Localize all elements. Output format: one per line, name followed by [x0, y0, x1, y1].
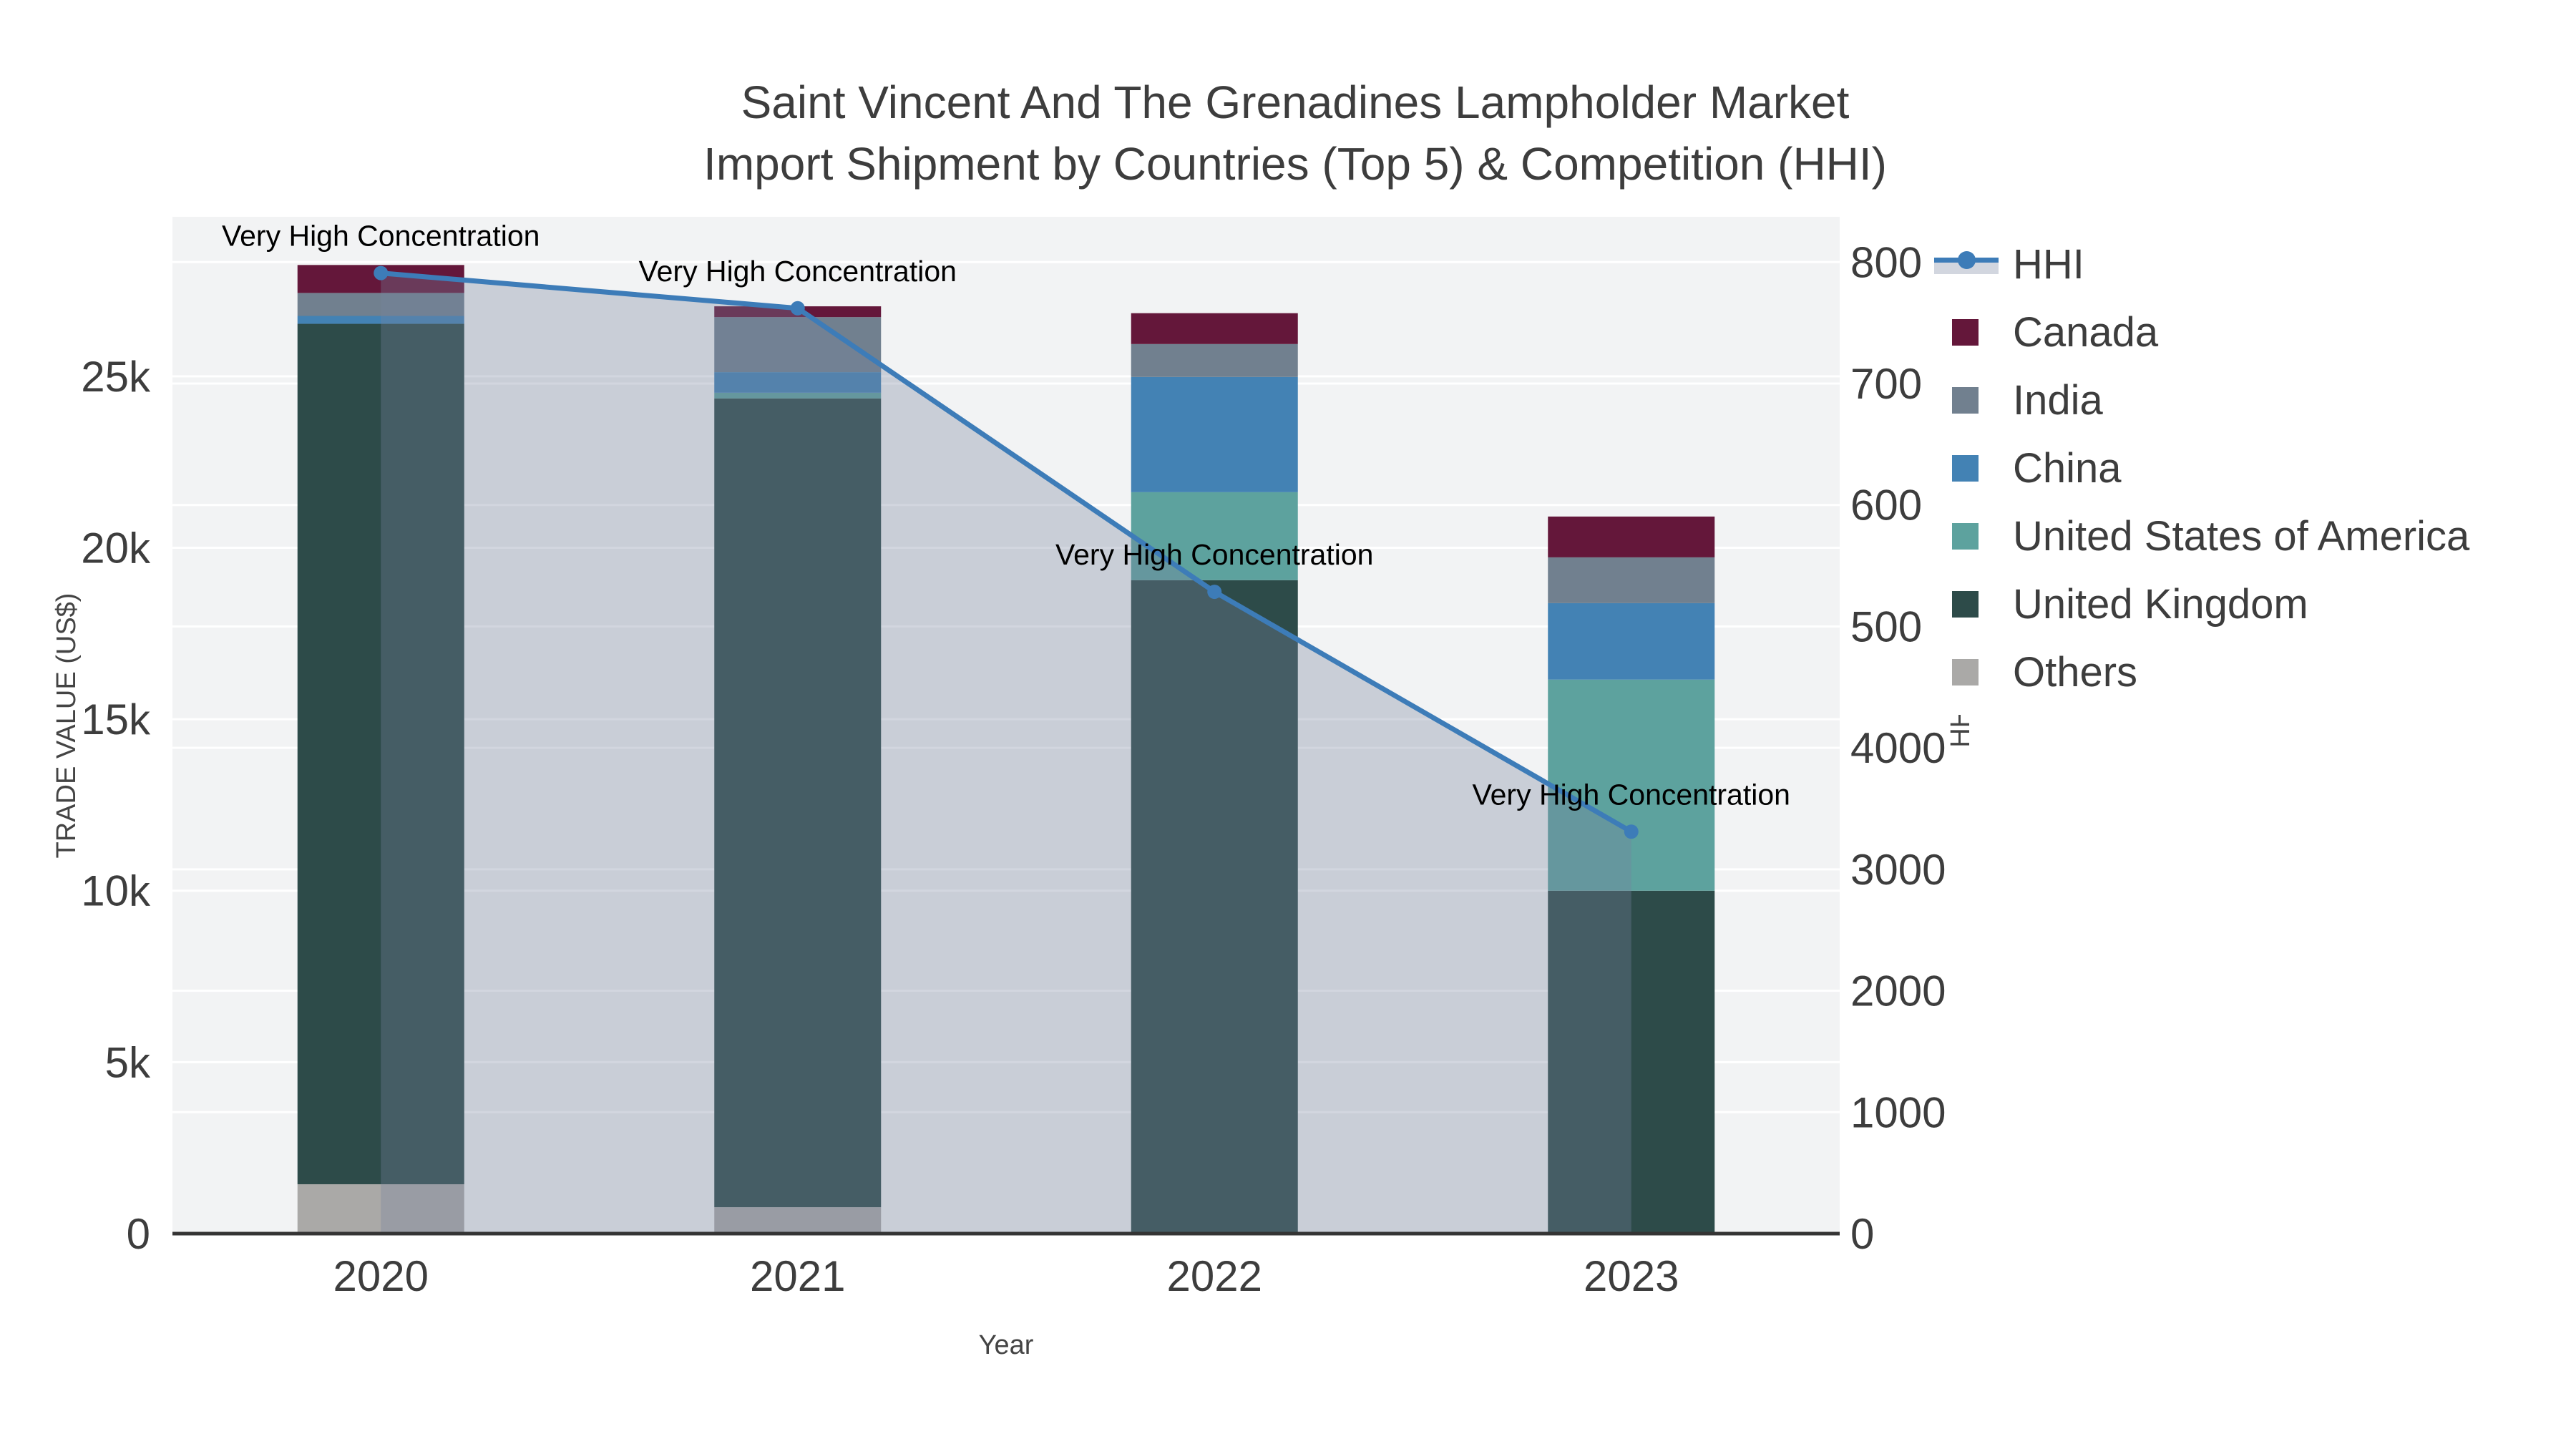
legend-swatch-united-states-of-america — [1923, 502, 2013, 570]
y-left-tick-25k: 25k — [81, 353, 151, 401]
legend: HHI Canada India China United States of Amer… — [1923, 228, 2553, 715]
legend-swatch-others — [1923, 638, 2013, 706]
bar-2022-india — [1131, 343, 1298, 377]
legend-label-hhi: HHI — [2013, 241, 2084, 288]
legend-hhi-line-icon — [1923, 230, 2013, 298]
y-left-tick-10k: 10k — [81, 867, 151, 915]
bar-2023-china — [1548, 602, 1715, 680]
x-tick-2021: 2021 — [750, 1252, 845, 1300]
y-left-tick-20k: 20k — [81, 524, 151, 572]
bar-2023-india — [1548, 557, 1715, 603]
legend-label-united-states-of-america: United States of America — [2013, 513, 2470, 560]
hhi-line — [380, 270, 1633, 834]
legend-label-others: Others — [2013, 649, 2138, 696]
legend-swatch-united-kingdom — [1923, 570, 2013, 638]
legend-item-united-kingdom[interactable]: United Kingdom — [1923, 570, 2553, 638]
y-left-tick-0: 0 — [127, 1210, 150, 1258]
square-swatch-icon — [1952, 659, 1979, 686]
bar-2022-china — [1131, 376, 1298, 492]
annotation-2021: Very High Concentration — [639, 255, 957, 288]
bar-2020-china — [297, 316, 464, 324]
y-right-tick-1000: 1000 — [1850, 1088, 1946, 1136]
y-left-tick-5k: 5k — [105, 1038, 151, 1086]
legend-label-china: China — [2013, 445, 2122, 492]
legend-label-united-kingdom: United Kingdom — [2013, 581, 2308, 628]
bar-2020-india — [297, 293, 464, 316]
legend-item-india[interactable]: India — [1923, 366, 2553, 434]
x-tick-2022: 2022 — [1167, 1252, 1262, 1300]
y-right-tick-3000: 3000 — [1850, 846, 1946, 894]
x-tick-2023: 2023 — [1584, 1252, 1679, 1300]
bar-2022-united-kingdom — [1131, 580, 1298, 1234]
y-right-tick-4000: 4000 — [1850, 724, 1946, 772]
legend-swatch-china — [1923, 434, 2013, 502]
hhi-line-swatch-icon — [1934, 250, 1999, 279]
square-swatch-icon — [1952, 319, 1979, 346]
legend-swatch-india — [1923, 366, 2013, 434]
hhi-marker-2022 — [1207, 585, 1222, 600]
x-axis-title: Year — [979, 1330, 1034, 1360]
legend-item-others[interactable]: Others — [1923, 638, 2553, 706]
annotation-2022: Very High Concentration — [1055, 538, 1373, 571]
chart-title: Saint Vincent And The Grenadines Lamphol… — [0, 72, 2576, 195]
legend-label-canada: Canada — [2013, 309, 2159, 356]
bar-2023-canada — [1548, 516, 1715, 557]
chart-title-line1: Saint Vincent And The Grenadines Lamphol… — [741, 77, 1850, 128]
hhi-marker-2020 — [374, 265, 389, 280]
y-left-tick-15k: 15k — [81, 696, 151, 743]
y-right-tick-2000: 2000 — [1850, 967, 1946, 1015]
bar-2023-united-kingdom — [1548, 890, 1715, 1234]
legend-item-canada[interactable]: Canada — [1923, 298, 2553, 366]
square-swatch-icon — [1952, 591, 1979, 618]
y-left-axis-title: TRADE VALUE (US$) — [52, 593, 82, 859]
hhi-area-fill — [381, 273, 1631, 1234]
square-swatch-icon — [1952, 523, 1979, 550]
legend-item-united-states-of-america[interactable]: United States of America — [1923, 502, 2553, 570]
chart-title-line2: Import Shipment by Countries (Top 5) & C… — [703, 138, 1887, 190]
bar-2020-others — [297, 1184, 464, 1234]
x-tick-2020: 2020 — [333, 1252, 429, 1300]
bar-2023-united-states-of-america — [1548, 679, 1715, 891]
bar-2021-china — [714, 372, 882, 393]
bar-2022-united-states-of-america — [1131, 492, 1298, 580]
legend-item-hhi[interactable]: HHI — [1923, 230, 2553, 298]
legend-item-china[interactable]: China — [1923, 434, 2553, 502]
bar-2021-others — [714, 1207, 882, 1234]
bar-2020-united-kingdom — [297, 323, 464, 1184]
annotation-2020: Very High Concentration — [222, 220, 540, 253]
legend-label-india: India — [2013, 377, 2103, 424]
square-swatch-icon — [1952, 455, 1979, 482]
annotation-2023: Very High Concentration — [1473, 778, 1790, 811]
bar-2021-united-states-of-america — [714, 392, 882, 399]
hhi-marker-2023 — [1624, 824, 1639, 839]
square-swatch-icon — [1952, 387, 1979, 414]
legend-swatch-canada — [1923, 298, 2013, 366]
y-right-tick-0: 0 — [1850, 1210, 1874, 1258]
bar-2022-canada — [1131, 313, 1298, 344]
bar-2021-united-kingdom — [714, 398, 882, 1208]
hhi-marker-2021 — [790, 301, 805, 316]
